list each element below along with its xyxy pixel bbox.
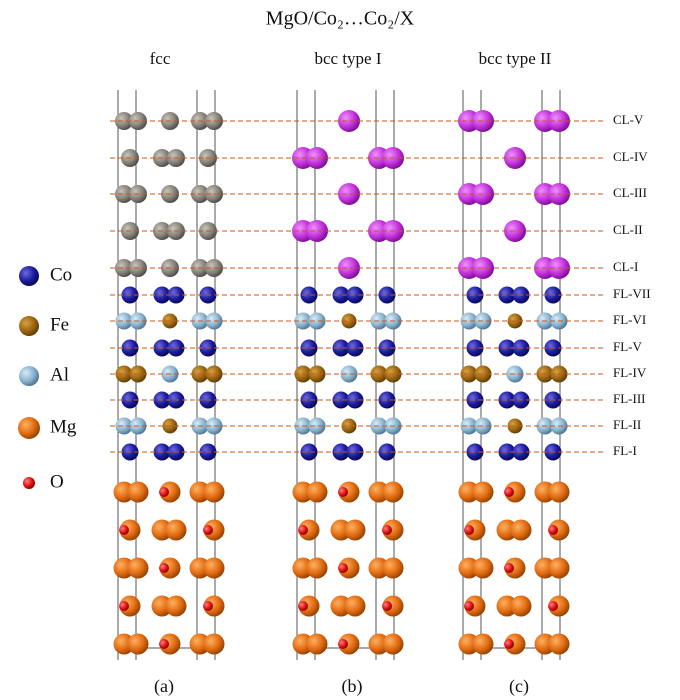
column-label: bcc type II — [479, 49, 552, 68]
atom — [338, 110, 360, 132]
atom — [338, 183, 360, 205]
layer-label: CL-III — [613, 185, 647, 200]
panel-label: (b) — [342, 676, 363, 697]
layer-label: CL-V — [613, 112, 644, 127]
column-label: fcc — [150, 49, 171, 68]
atom — [306, 147, 328, 169]
atom — [204, 482, 225, 503]
panel-label: (a) — [154, 676, 174, 697]
layer-label: FL-IV — [613, 365, 647, 380]
atom — [307, 634, 328, 655]
atom — [345, 596, 366, 617]
atom — [204, 634, 225, 655]
atom — [19, 266, 39, 286]
layer-label: FL-V — [613, 339, 643, 354]
layer-label: FL-VI — [613, 312, 646, 327]
atom — [383, 558, 404, 579]
atom — [307, 558, 328, 579]
atom — [338, 257, 360, 279]
atom — [511, 596, 532, 617]
atom — [19, 316, 39, 336]
atom — [18, 417, 40, 439]
atom — [504, 487, 514, 497]
atom — [128, 482, 149, 503]
atom — [159, 487, 169, 497]
layer-label: CL-I — [613, 259, 638, 274]
column-label: bcc type I — [314, 49, 381, 68]
atom — [159, 563, 169, 573]
atom — [159, 639, 169, 649]
atom — [548, 601, 558, 611]
legend-label: Al — [50, 364, 69, 385]
atom — [298, 525, 308, 535]
legend-label: Mg — [50, 416, 77, 437]
atom — [549, 482, 570, 503]
legend-label: Co — [50, 264, 72, 285]
atom — [203, 525, 213, 535]
atom — [464, 525, 474, 535]
layer-label: CL-II — [613, 222, 643, 237]
atom — [338, 487, 348, 497]
atom — [473, 634, 494, 655]
atom — [128, 558, 149, 579]
atom — [338, 639, 348, 649]
atom — [383, 634, 404, 655]
atom — [549, 634, 570, 655]
layer-label: CL-IV — [613, 149, 648, 164]
atom — [473, 482, 494, 503]
atom — [473, 558, 494, 579]
atom — [504, 639, 514, 649]
layer-label: FL-VII — [613, 286, 651, 301]
atom — [204, 558, 225, 579]
figure: MgO/Co₂…Co₂/X fcc bcc type I bcc type II (a… — [0, 0, 680, 700]
atom — [382, 525, 392, 535]
layer-label: FL-II — [613, 417, 641, 432]
atom — [464, 601, 474, 611]
atom — [166, 596, 187, 617]
structures — [114, 90, 571, 660]
atom — [382, 601, 392, 611]
atom — [549, 558, 570, 579]
atom — [307, 482, 328, 503]
atom — [23, 477, 35, 489]
atom — [383, 482, 404, 503]
panel-label: (c) — [509, 676, 529, 697]
legend-label: O — [50, 471, 64, 492]
legend-label: Fe — [50, 314, 69, 335]
atom — [306, 220, 328, 242]
atom — [203, 601, 213, 611]
atom — [128, 634, 149, 655]
atom — [119, 525, 129, 535]
layer-label: FL-I — [613, 443, 637, 458]
atom — [166, 520, 187, 541]
atom — [504, 563, 514, 573]
atom — [548, 525, 558, 535]
figure-title: MgO/Co₂…Co₂/X — [266, 8, 415, 30]
atom — [298, 601, 308, 611]
atom — [119, 601, 129, 611]
atom — [19, 366, 39, 386]
atom — [511, 520, 532, 541]
atom — [338, 563, 348, 573]
layer-label: FL-III — [613, 391, 646, 406]
atom — [345, 520, 366, 541]
